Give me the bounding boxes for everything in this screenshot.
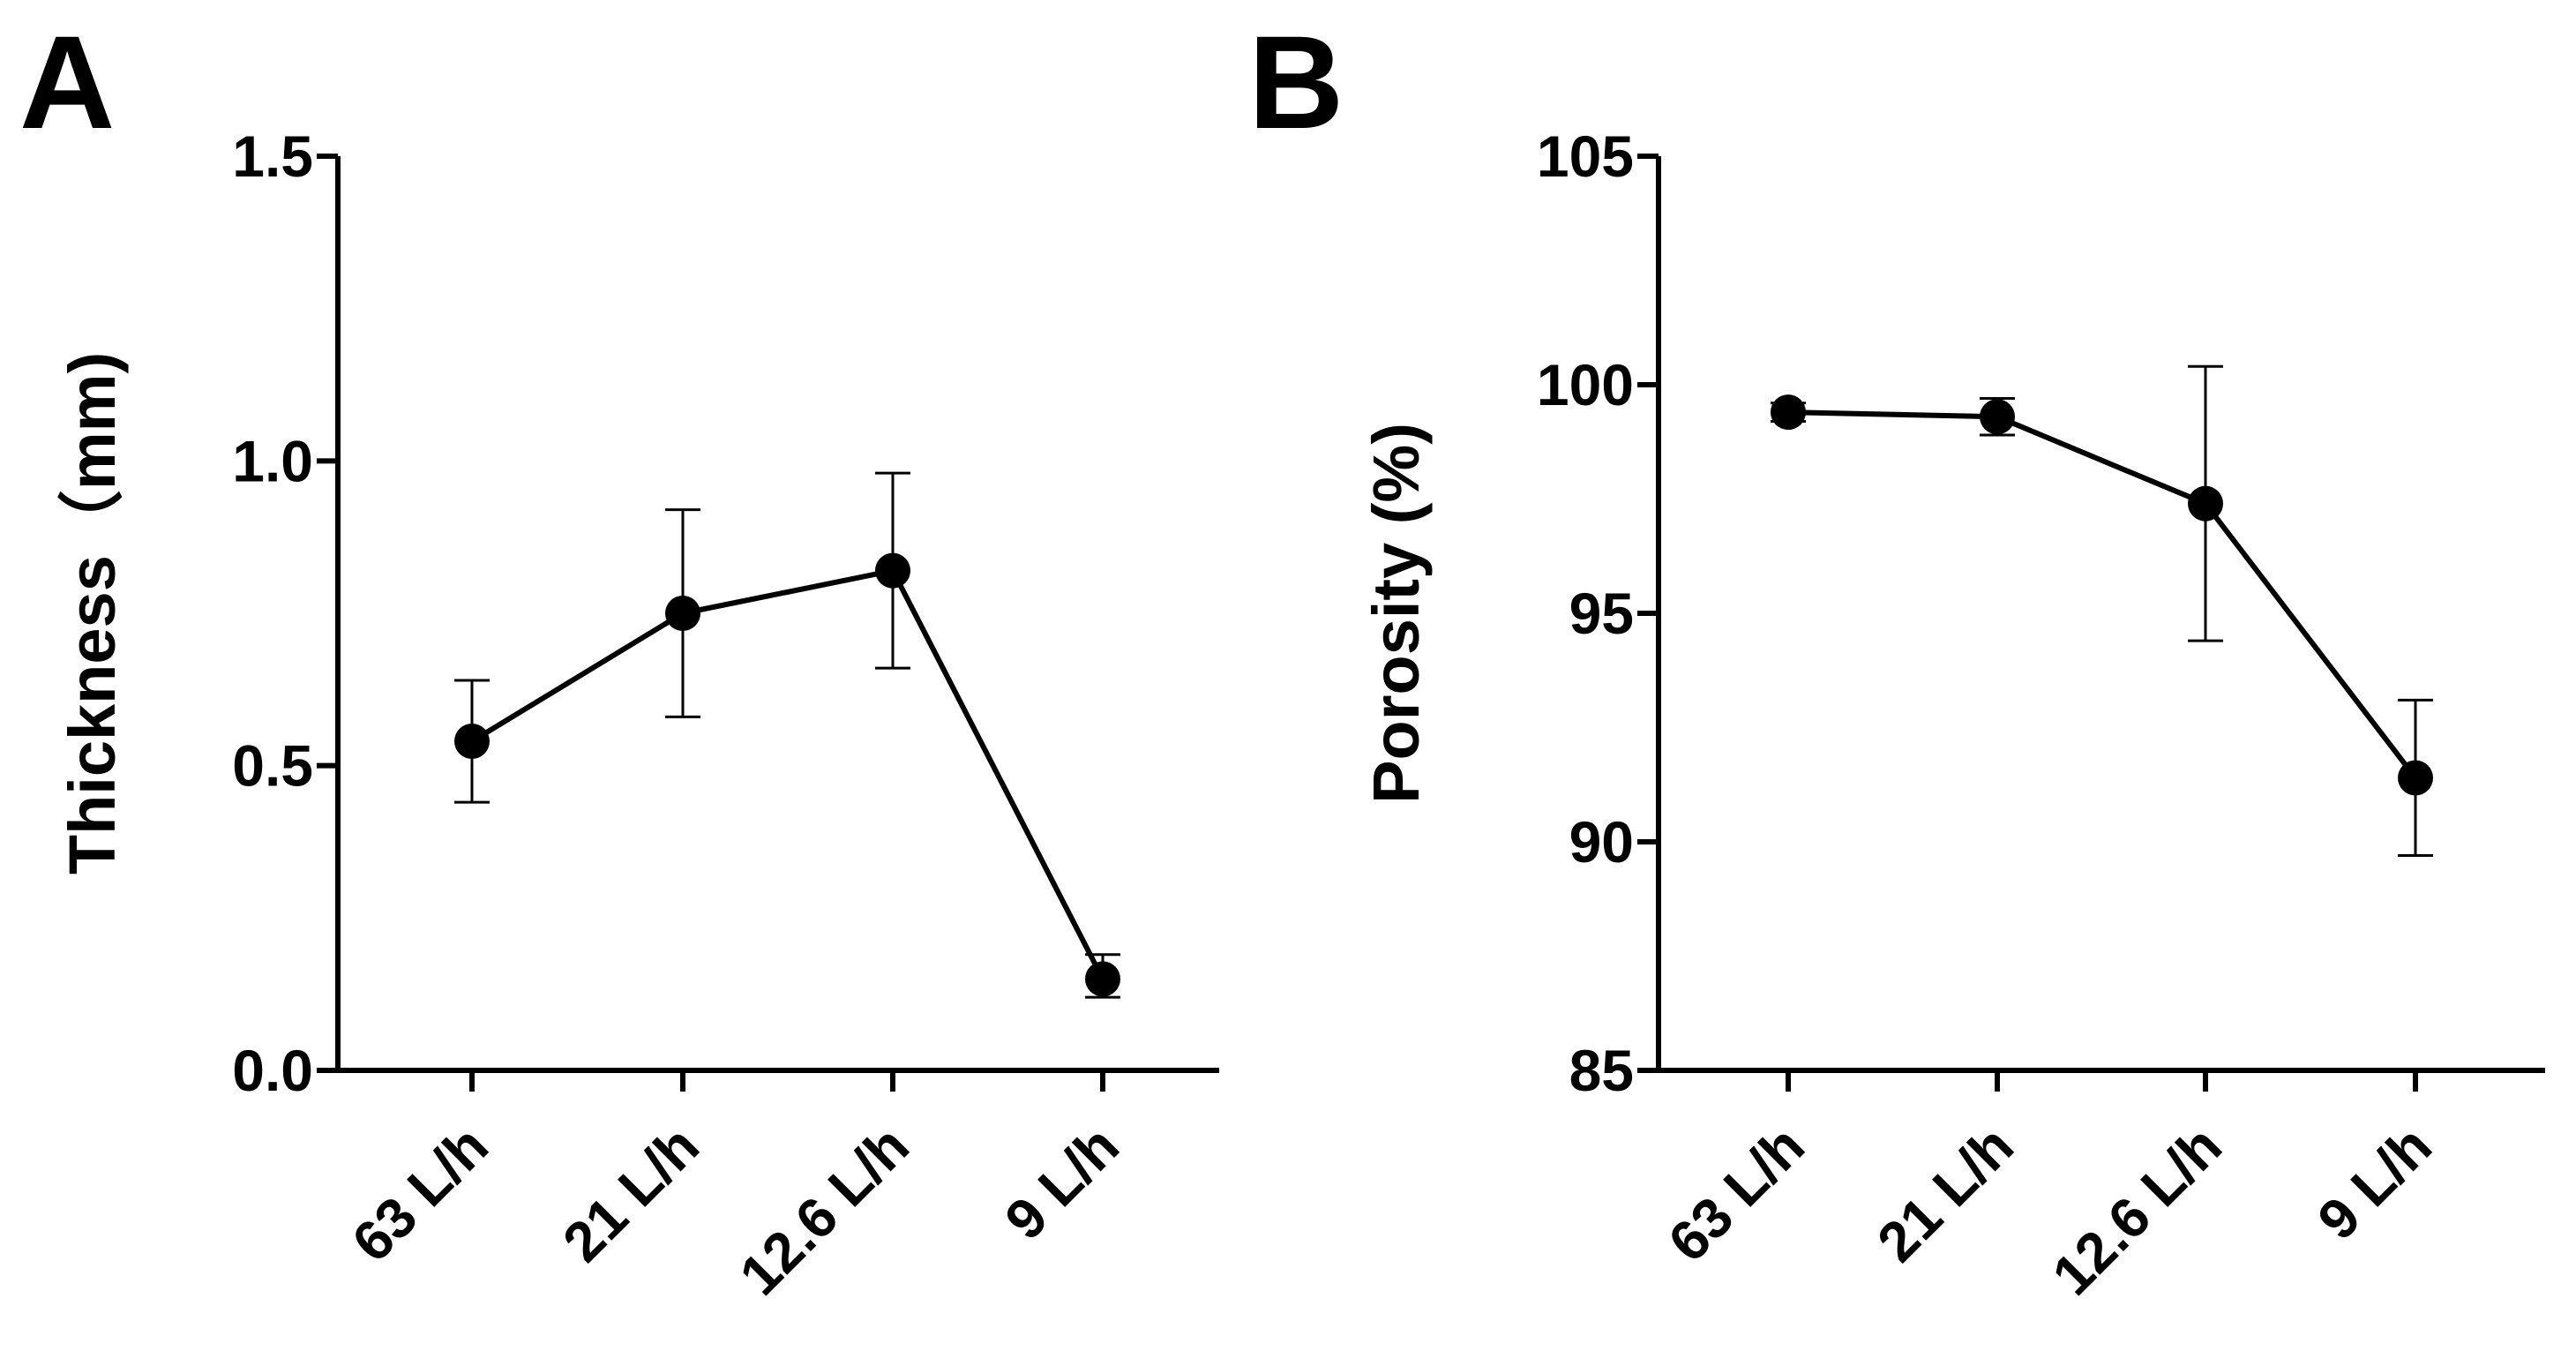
x-tick-label: 63 L/h bbox=[1656, 1114, 1816, 1274]
x-tick-label: 12.6 L/h bbox=[2040, 1114, 2233, 1307]
x-tick-label: 9 L/h bbox=[992, 1114, 1131, 1252]
y-axis-title: Porosity (%) bbox=[1359, 423, 1433, 804]
data-point bbox=[2188, 485, 2223, 522]
x-tick-label: 9 L/h bbox=[2305, 1114, 2444, 1252]
data-point bbox=[1771, 394, 1806, 431]
data-point bbox=[1980, 399, 2015, 435]
y-tick-label: 0.0 bbox=[232, 1038, 313, 1103]
x-tick-label: 12.6 L/h bbox=[727, 1114, 920, 1307]
x-tick-label: 21 L/h bbox=[1865, 1114, 2026, 1274]
data-point bbox=[454, 724, 490, 760]
panel-letter: B bbox=[1248, 8, 1344, 156]
y-tick-label: 0.5 bbox=[232, 733, 313, 799]
panel-a: A 0.0 0.5 1.0 1.5 Thickness（mm) 63 L/h 21 L/h 12… bbox=[19, 8, 1219, 1307]
y-tick-label: 105 bbox=[1537, 124, 1634, 189]
data-point bbox=[875, 552, 910, 589]
data-point bbox=[2398, 760, 2433, 796]
y-tick-label: 1.5 bbox=[232, 124, 313, 189]
y-tick-label: 95 bbox=[1569, 581, 1634, 646]
data-point bbox=[1085, 961, 1120, 997]
y-axis-title: Thickness（mm) bbox=[56, 352, 129, 874]
panel-b: B 85 90 95 100 105 Porosity (%) 63 L/h 21 L/h 12.… bbox=[1248, 8, 2545, 1307]
series-line bbox=[470, 567, 1105, 980]
y-tick-label: 90 bbox=[1569, 809, 1634, 874]
panel-letter: A bbox=[19, 8, 115, 156]
series-line bbox=[1787, 409, 2418, 780]
x-tick-label: 21 L/h bbox=[550, 1114, 711, 1274]
y-tick-label: 85 bbox=[1569, 1038, 1634, 1103]
y-tick-label: 100 bbox=[1537, 352, 1634, 417]
x-tick-label: 63 L/h bbox=[340, 1114, 500, 1274]
data-point bbox=[665, 596, 700, 631]
y-tick-label: 1.0 bbox=[232, 428, 313, 493]
